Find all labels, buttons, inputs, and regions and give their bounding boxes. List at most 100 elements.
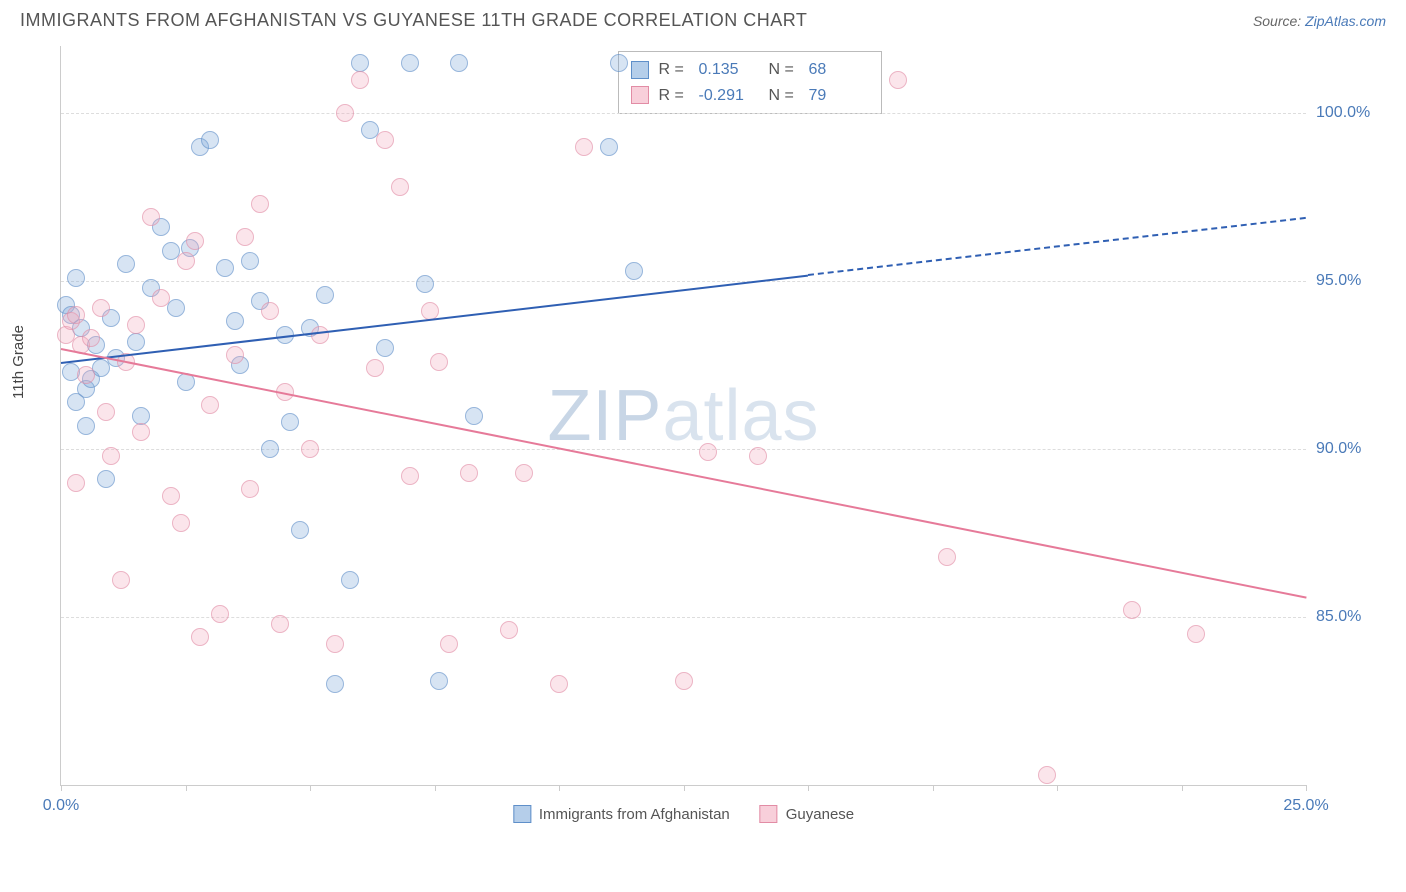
data-point-pink <box>172 514 190 532</box>
gridline <box>61 113 1306 114</box>
data-point-blue <box>416 275 434 293</box>
legend-n-value: 68 <box>809 57 869 83</box>
data-point-pink <box>675 672 693 690</box>
x-tick <box>186 785 187 791</box>
source-link[interactable]: ZipAtlas.com <box>1305 13 1386 29</box>
data-point-pink <box>575 138 593 156</box>
y-tick-label: 85.0% <box>1316 608 1386 626</box>
data-point-blue <box>376 339 394 357</box>
data-point-pink <box>749 447 767 465</box>
data-point-blue <box>67 269 85 287</box>
data-point-pink <box>162 487 180 505</box>
data-point-pink <box>82 329 100 347</box>
legend-swatch-pink <box>631 86 649 104</box>
plot-region: ZIPatlas R =0.135N =68R =-0.291N =79 Imm… <box>60 46 1306 786</box>
data-point-pink <box>191 628 209 646</box>
y-tick-label: 90.0% <box>1316 440 1386 458</box>
data-point-blue <box>625 262 643 280</box>
chart-title: IMMIGRANTS FROM AFGHANISTAN VS GUYANESE … <box>20 10 807 31</box>
x-tick-label: 0.0% <box>43 797 79 815</box>
data-point-pink <box>97 403 115 421</box>
data-point-blue <box>97 470 115 488</box>
x-tick <box>310 785 311 791</box>
data-point-pink <box>127 316 145 334</box>
x-tick <box>61 785 62 791</box>
data-point-pink <box>376 131 394 149</box>
data-point-pink <box>460 464 478 482</box>
data-point-blue <box>430 672 448 690</box>
data-point-pink <box>177 252 195 270</box>
legend-row-pink: R =-0.291N =79 <box>631 83 869 109</box>
legend-n-label: N = <box>769 57 799 83</box>
data-point-blue <box>167 299 185 317</box>
data-point-pink <box>152 289 170 307</box>
gridline <box>61 617 1306 618</box>
data-point-pink <box>1038 766 1056 784</box>
data-point-blue <box>132 407 150 425</box>
data-point-blue <box>326 675 344 693</box>
data-point-blue <box>341 571 359 589</box>
legend-r-value: -0.291 <box>699 83 759 109</box>
data-point-pink <box>391 178 409 196</box>
series-legend-item-blue: Immigrants from Afghanistan <box>513 805 730 823</box>
data-point-pink <box>211 605 229 623</box>
data-point-pink <box>311 326 329 344</box>
data-point-blue <box>127 333 145 351</box>
data-point-pink <box>500 621 518 639</box>
series-legend-label: Immigrants from Afghanistan <box>539 806 730 823</box>
gridline <box>61 449 1306 450</box>
x-tick <box>1182 785 1183 791</box>
data-point-blue <box>401 54 419 72</box>
y-tick-label: 100.0% <box>1316 104 1386 122</box>
data-point-pink <box>186 232 204 250</box>
data-point-blue <box>241 252 259 270</box>
data-point-pink <box>67 306 85 324</box>
x-tick <box>808 785 809 791</box>
data-point-blue <box>600 138 618 156</box>
data-point-blue <box>201 131 219 149</box>
data-point-pink <box>336 104 354 122</box>
data-point-blue <box>610 54 628 72</box>
correlation-legend: R = 0.135 N = 68R =-0.291N =79 <box>618 51 882 114</box>
gridline <box>61 281 1306 282</box>
data-point-blue <box>291 521 309 539</box>
legend-swatch-blue <box>631 61 649 79</box>
data-point-pink <box>889 71 907 89</box>
series-legend: Immigrants from AfghanistanGuyanese <box>513 805 854 823</box>
legend-r-label: R = <box>659 57 689 83</box>
data-point-pink <box>699 443 717 461</box>
y-axis-label: 11th Grade <box>10 325 27 399</box>
x-tick <box>559 785 560 791</box>
data-point-pink <box>112 571 130 589</box>
data-point-pink <box>550 675 568 693</box>
data-point-pink <box>366 359 384 377</box>
chart-area: 11th Grade ZIPatlas R =0.135N =68R =-0.2… <box>40 36 1396 836</box>
x-tick <box>1306 785 1307 791</box>
data-point-blue <box>67 393 85 411</box>
data-point-pink <box>251 195 269 213</box>
y-tick-label: 95.0% <box>1316 272 1386 290</box>
data-point-pink <box>351 71 369 89</box>
data-point-pink <box>1187 625 1205 643</box>
data-point-pink <box>440 635 458 653</box>
data-point-pink <box>326 635 344 653</box>
data-point-pink <box>1123 601 1141 619</box>
x-tick <box>435 785 436 791</box>
data-point-blue <box>226 312 244 330</box>
data-point-pink <box>301 440 319 458</box>
data-point-pink <box>67 474 85 492</box>
data-point-blue <box>450 54 468 72</box>
data-point-pink <box>132 423 150 441</box>
data-point-blue <box>216 259 234 277</box>
legend-r-value: 0.135 <box>699 57 759 83</box>
legend-n-value: 79 <box>809 83 869 109</box>
data-point-blue <box>351 54 369 72</box>
data-point-pink <box>271 615 289 633</box>
data-point-pink <box>515 464 533 482</box>
data-point-pink <box>142 208 160 226</box>
legend-swatch-pink <box>760 805 778 823</box>
data-point-pink <box>236 228 254 246</box>
data-point-blue <box>281 413 299 431</box>
data-point-pink <box>102 447 120 465</box>
legend-swatch-blue <box>513 805 531 823</box>
